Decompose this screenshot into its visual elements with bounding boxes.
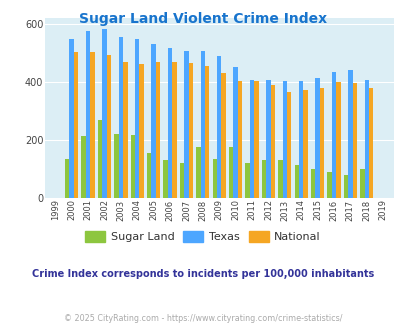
- Bar: [364, 80, 368, 198]
- Bar: [147, 153, 151, 198]
- Bar: [151, 44, 156, 198]
- Bar: [90, 52, 94, 198]
- Bar: [343, 175, 347, 198]
- Bar: [114, 134, 118, 198]
- Bar: [156, 62, 160, 198]
- Bar: [118, 37, 123, 198]
- Bar: [102, 29, 107, 198]
- Bar: [65, 159, 69, 198]
- Bar: [315, 79, 319, 198]
- Bar: [266, 80, 270, 198]
- Text: © 2025 CityRating.com - https://www.cityrating.com/crime-statistics/: © 2025 CityRating.com - https://www.city…: [64, 314, 341, 323]
- Text: Sugar Land Violent Crime Index: Sugar Land Violent Crime Index: [79, 12, 326, 25]
- Text: Crime Index corresponds to incidents per 100,000 inhabitants: Crime Index corresponds to incidents per…: [32, 269, 373, 279]
- Bar: [228, 147, 233, 198]
- Bar: [217, 56, 221, 198]
- Bar: [107, 55, 111, 198]
- Bar: [130, 135, 135, 198]
- Bar: [347, 70, 352, 198]
- Bar: [167, 48, 172, 198]
- Bar: [303, 90, 307, 198]
- Bar: [352, 83, 356, 198]
- Bar: [310, 169, 315, 198]
- Bar: [298, 82, 303, 198]
- Bar: [172, 62, 176, 198]
- Bar: [286, 92, 291, 198]
- Bar: [81, 136, 86, 198]
- Bar: [98, 120, 102, 198]
- Bar: [319, 88, 324, 198]
- Bar: [294, 165, 298, 198]
- Bar: [245, 163, 249, 198]
- Bar: [277, 160, 282, 198]
- Bar: [200, 50, 205, 198]
- Bar: [69, 39, 74, 198]
- Bar: [326, 172, 331, 198]
- Legend: Sugar Land, Texas, National: Sugar Land, Texas, National: [81, 227, 324, 247]
- Bar: [221, 73, 225, 198]
- Bar: [188, 63, 193, 198]
- Bar: [335, 82, 340, 198]
- Bar: [249, 80, 254, 198]
- Bar: [74, 52, 78, 198]
- Bar: [205, 66, 209, 198]
- Bar: [163, 160, 167, 198]
- Bar: [368, 88, 373, 198]
- Bar: [233, 67, 237, 198]
- Bar: [212, 159, 217, 198]
- Bar: [184, 50, 188, 198]
- Bar: [135, 39, 139, 198]
- Bar: [86, 31, 90, 198]
- Bar: [139, 64, 143, 198]
- Bar: [270, 85, 274, 198]
- Bar: [123, 62, 127, 198]
- Bar: [282, 82, 286, 198]
- Bar: [261, 160, 266, 198]
- Bar: [237, 81, 242, 198]
- Bar: [196, 147, 200, 198]
- Bar: [331, 72, 335, 198]
- Bar: [359, 169, 364, 198]
- Bar: [254, 81, 258, 198]
- Bar: [179, 163, 184, 198]
